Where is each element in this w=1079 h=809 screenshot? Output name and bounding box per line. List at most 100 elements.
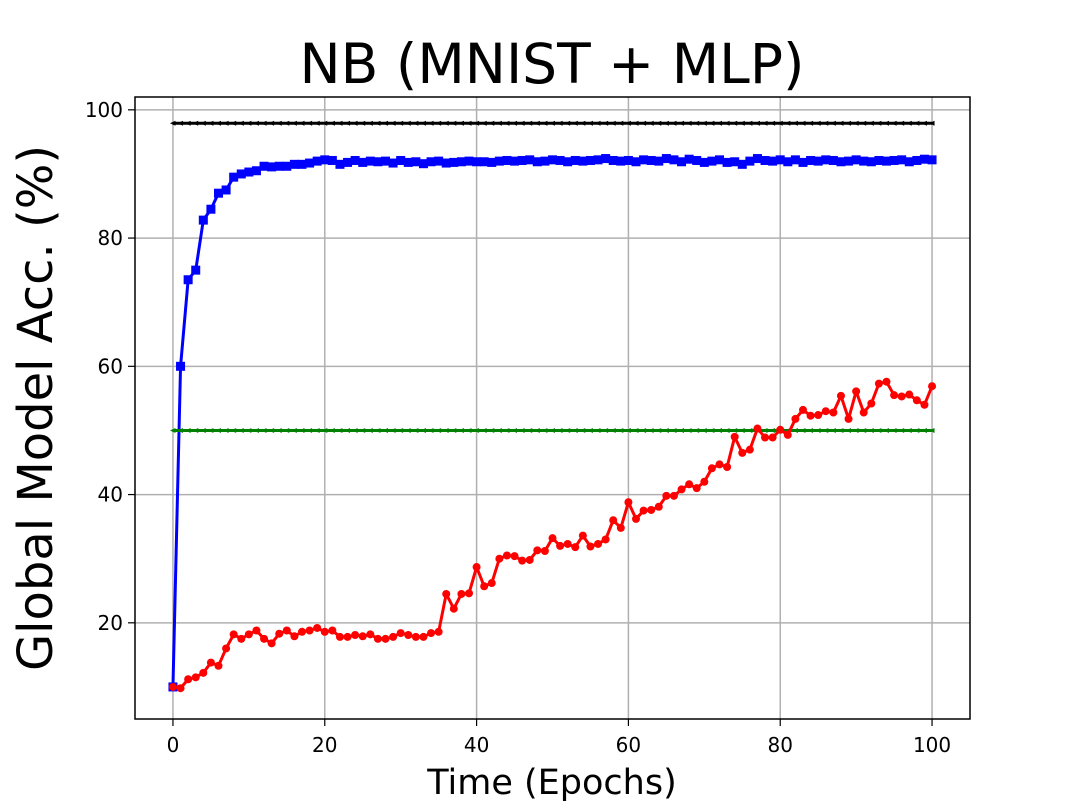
- data-point: [655, 120, 662, 126]
- data-point: [677, 157, 687, 167]
- data-point: [329, 120, 335, 126]
- data-point: [897, 392, 906, 401]
- data-point: [563, 539, 572, 548]
- data-point: [578, 531, 587, 540]
- data-point: [670, 120, 677, 126]
- data-point: [844, 156, 854, 166]
- data-point: [358, 157, 368, 167]
- data-point: [586, 542, 595, 551]
- data-point: [549, 427, 555, 433]
- data-point: [798, 157, 808, 167]
- y-tick-label: 80: [98, 226, 123, 250]
- data-point: [427, 629, 436, 638]
- data-point: [540, 156, 550, 166]
- data-point: [616, 523, 625, 532]
- data-point: [479, 157, 489, 167]
- data-point: [853, 120, 859, 126]
- data-point: [320, 155, 330, 165]
- data-point: [548, 534, 557, 543]
- data-point: [381, 634, 390, 643]
- data-point: [366, 630, 375, 639]
- data-point: [724, 427, 730, 433]
- data-point: [198, 215, 208, 225]
- data-point: [236, 169, 246, 179]
- data-point: [200, 427, 206, 433]
- data-point: [229, 630, 238, 639]
- data-point: [648, 120, 654, 126]
- data-point: [215, 120, 221, 126]
- data-point: [875, 427, 882, 433]
- series-3: [169, 427, 935, 433]
- data-point: [481, 120, 487, 126]
- data-point: [752, 154, 762, 164]
- data-point: [343, 632, 352, 641]
- data-point: [465, 589, 473, 598]
- data-point: [183, 275, 193, 285]
- data-point: [556, 541, 565, 550]
- data-point: [640, 427, 647, 433]
- data-point: [784, 120, 791, 126]
- data-point: [716, 427, 722, 433]
- data-point: [221, 185, 231, 195]
- data-point: [434, 627, 443, 636]
- series-1: [169, 120, 935, 126]
- data-point: [397, 120, 404, 126]
- data-point: [229, 172, 239, 182]
- data-point: [350, 155, 360, 165]
- data-point: [913, 120, 920, 126]
- data-point: [403, 157, 413, 167]
- data-point: [344, 120, 351, 126]
- data-point: [813, 156, 823, 166]
- data-point: [670, 427, 677, 433]
- data-point: [441, 158, 451, 168]
- data-point: [245, 120, 252, 126]
- x-tick-label: 60: [616, 733, 641, 757]
- data-point: [799, 405, 807, 414]
- data-point: [579, 427, 586, 433]
- data-point: [548, 155, 557, 165]
- data-point: [730, 432, 739, 441]
- data-point: [807, 120, 814, 126]
- data-point: [495, 554, 504, 563]
- data-point: [488, 120, 495, 126]
- data-point: [860, 120, 867, 126]
- data-point: [428, 427, 434, 433]
- data-point: [396, 629, 405, 638]
- data-point: [762, 120, 768, 126]
- data-point: [450, 120, 457, 126]
- data-point: [373, 157, 383, 167]
- data-point: [859, 156, 869, 166]
- data-point: [898, 427, 905, 433]
- data-point: [608, 155, 618, 165]
- data-point: [730, 157, 740, 167]
- data-point: [458, 120, 464, 126]
- data-point: [715, 155, 724, 165]
- data-point: [739, 120, 745, 126]
- data-point: [359, 427, 366, 433]
- data-point: [815, 427, 821, 433]
- data-point: [283, 120, 290, 126]
- data-point: [929, 427, 935, 433]
- data-point: [443, 427, 449, 433]
- data-point: [511, 427, 518, 433]
- data-point: [800, 427, 806, 433]
- data-point: [268, 427, 275, 433]
- data-point: [661, 154, 671, 164]
- data-point: [684, 154, 694, 164]
- data-point: [677, 485, 686, 494]
- data-point: [610, 427, 616, 433]
- data-point: [564, 120, 571, 126]
- data-point: [686, 120, 692, 126]
- data-point: [511, 120, 518, 126]
- data-point: [381, 156, 390, 166]
- data-point: [449, 157, 459, 167]
- data-point: [329, 427, 335, 433]
- data-point: [519, 427, 525, 433]
- data-point: [480, 582, 489, 591]
- data-point: [595, 427, 601, 433]
- data-point: [828, 155, 838, 165]
- data-point: [874, 155, 884, 165]
- data-point: [663, 120, 669, 126]
- data-point: [251, 166, 261, 176]
- data-point: [768, 433, 777, 442]
